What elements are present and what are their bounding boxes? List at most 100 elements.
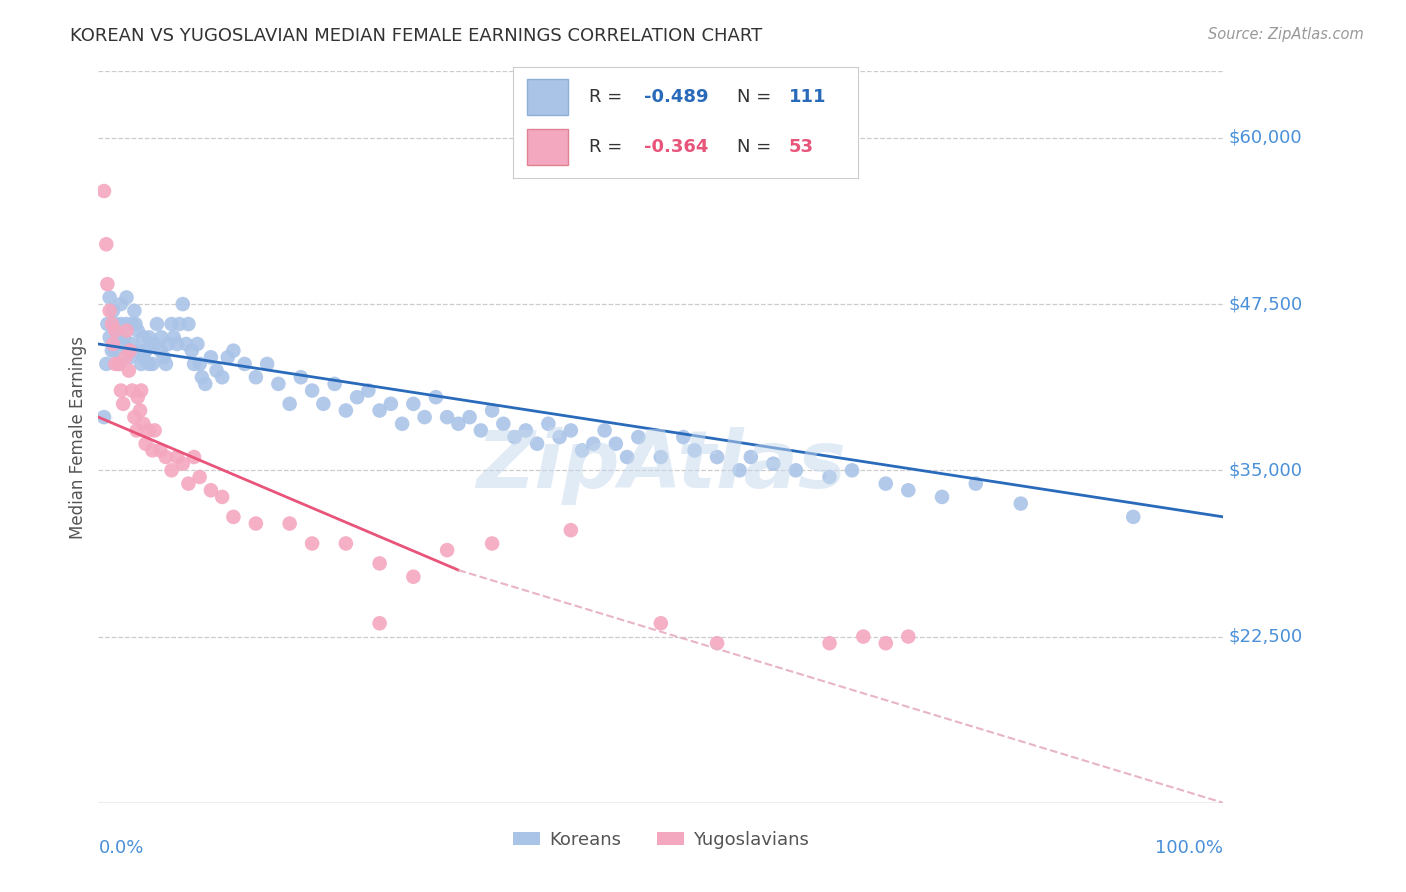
- Point: [96, 317, 118, 331]
- Point: [447, 417, 470, 431]
- Point: [149, 343, 172, 358]
- Point: [180, 343, 202, 358]
- Point: [183, 357, 205, 371]
- Point: [104, 357, 127, 371]
- Point: [177, 476, 200, 491]
- Point: [115, 324, 138, 338]
- Point: [728, 463, 751, 477]
- Point: [188, 357, 211, 371]
- Point: [146, 317, 169, 331]
- Point: [118, 343, 141, 358]
- Point: [965, 476, 987, 491]
- Point: [458, 410, 481, 425]
- Point: [107, 357, 129, 371]
- Point: [149, 443, 172, 458]
- Point: [650, 616, 672, 631]
- Point: [301, 536, 323, 550]
- Text: 111: 111: [789, 88, 827, 106]
- Point: [121, 337, 143, 351]
- Point: [222, 509, 245, 524]
- Point: [98, 290, 121, 304]
- Point: [104, 343, 127, 358]
- Point: [188, 470, 211, 484]
- Point: [548, 430, 571, 444]
- Text: $35,000: $35,000: [1229, 461, 1303, 479]
- Point: [129, 403, 152, 417]
- Point: [110, 297, 132, 311]
- Point: [245, 516, 267, 531]
- Point: [357, 384, 380, 398]
- Point: [593, 424, 616, 438]
- Point: [200, 351, 222, 365]
- Point: [141, 443, 163, 458]
- Point: [425, 390, 447, 404]
- FancyBboxPatch shape: [527, 129, 568, 165]
- Point: [852, 630, 875, 644]
- Point: [481, 403, 503, 417]
- Point: [98, 303, 121, 318]
- Text: $60,000: $60,000: [1229, 128, 1302, 147]
- Point: [875, 636, 897, 650]
- Point: [740, 450, 762, 464]
- Point: [152, 351, 174, 365]
- Point: [335, 536, 357, 550]
- Point: [346, 390, 368, 404]
- Text: Source: ZipAtlas.com: Source: ZipAtlas.com: [1208, 27, 1364, 42]
- Point: [183, 450, 205, 464]
- Text: 0.0%: 0.0%: [98, 839, 143, 857]
- Point: [124, 317, 146, 331]
- Point: [481, 536, 503, 550]
- Point: [841, 463, 863, 477]
- Point: [256, 357, 278, 371]
- Point: [141, 357, 163, 371]
- Point: [124, 410, 146, 425]
- Point: [143, 424, 166, 438]
- Point: [762, 457, 785, 471]
- Point: [101, 317, 124, 331]
- Point: [222, 343, 245, 358]
- Point: [127, 324, 149, 338]
- Point: [114, 351, 136, 365]
- Point: [129, 357, 152, 371]
- Point: [169, 317, 191, 331]
- Point: [160, 317, 183, 331]
- Legend: Koreans, Yugoslavians: Koreans, Yugoslavians: [506, 823, 815, 856]
- Point: [172, 457, 194, 471]
- Text: -0.489: -0.489: [644, 88, 709, 106]
- Point: [492, 417, 515, 431]
- Point: [135, 343, 157, 358]
- Point: [211, 370, 233, 384]
- Point: [380, 397, 402, 411]
- Text: -0.364: -0.364: [644, 138, 709, 156]
- Point: [112, 330, 135, 344]
- Point: [157, 337, 180, 351]
- Point: [96, 277, 118, 292]
- Point: [110, 317, 132, 331]
- Point: [132, 351, 155, 365]
- Point: [125, 424, 148, 438]
- Point: [211, 490, 233, 504]
- Point: [101, 303, 124, 318]
- Point: [312, 397, 335, 411]
- Point: [138, 424, 160, 438]
- Point: [233, 357, 256, 371]
- Point: [650, 450, 672, 464]
- Point: [121, 317, 143, 331]
- Point: [413, 410, 436, 425]
- Point: [127, 390, 149, 404]
- Point: [128, 343, 150, 358]
- Point: [110, 384, 132, 398]
- Point: [875, 476, 897, 491]
- Text: R =: R =: [589, 138, 628, 156]
- Text: N =: N =: [737, 88, 778, 106]
- Point: [560, 523, 582, 537]
- Point: [818, 636, 841, 650]
- Point: [101, 337, 124, 351]
- Point: [515, 424, 537, 438]
- Point: [98, 330, 121, 344]
- Point: [897, 483, 920, 498]
- Point: [818, 470, 841, 484]
- Point: [124, 303, 146, 318]
- Point: [138, 357, 160, 371]
- Point: [931, 490, 953, 504]
